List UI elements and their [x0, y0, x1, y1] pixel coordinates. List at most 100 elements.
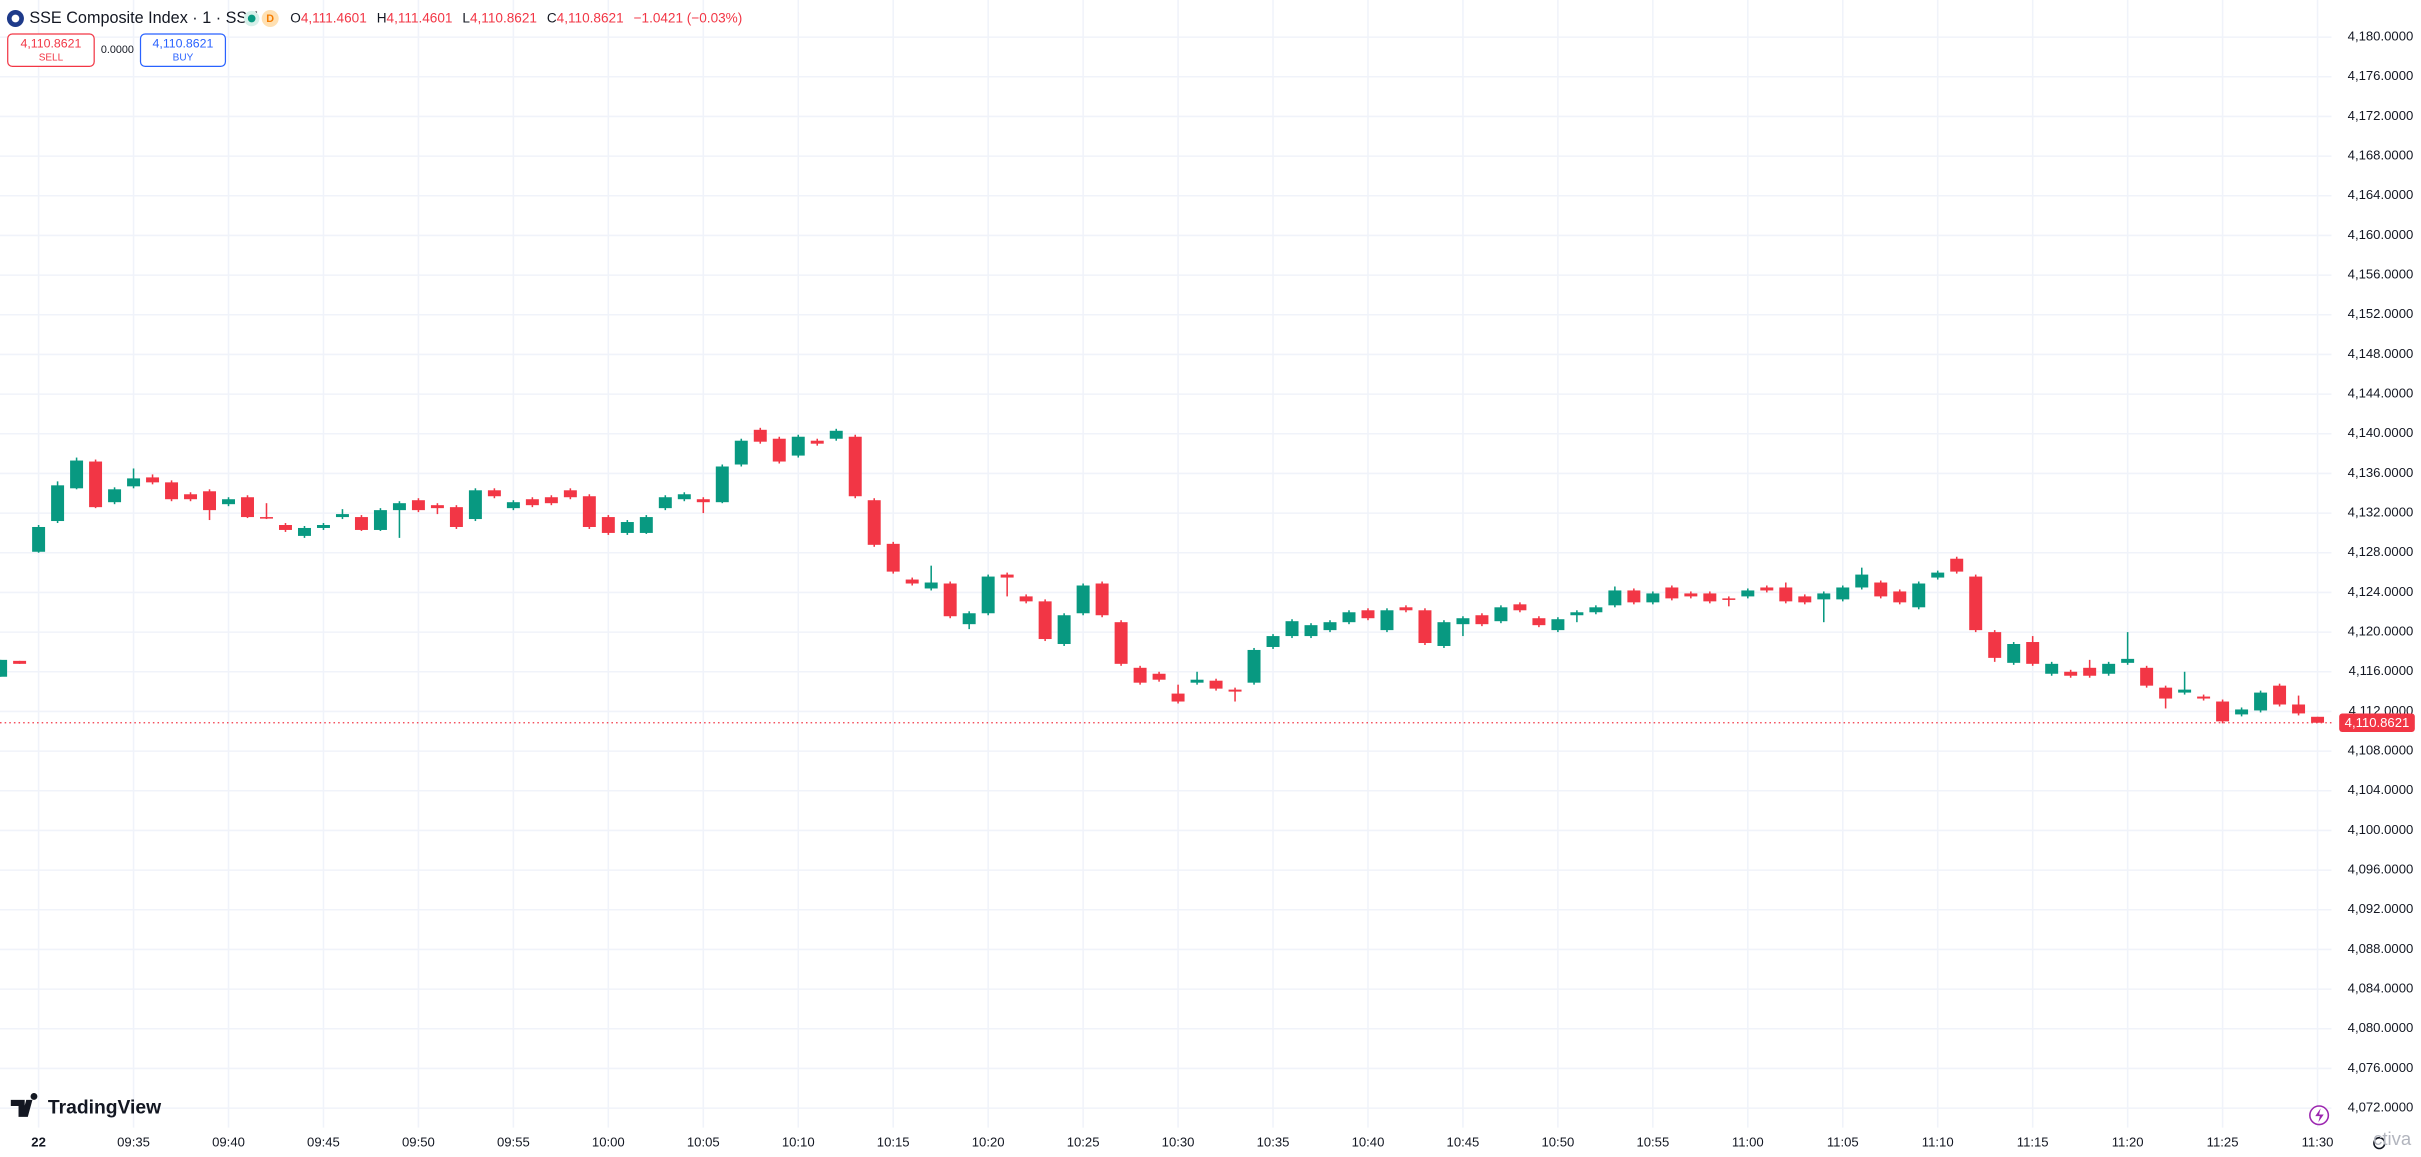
candle-body [1646, 593, 1660, 603]
candle-body [677, 494, 691, 500]
candle-body [373, 510, 387, 530]
ohlc-value: 4,111.4601 [301, 10, 367, 25]
candle-body [1114, 622, 1128, 664]
x-tick-label: 10:15 [877, 1135, 910, 1150]
delay-badge-label: D [266, 13, 274, 25]
candle-body [715, 466, 729, 503]
ohlc-key: L [462, 10, 470, 25]
candle-body [525, 499, 539, 506]
candle-body [924, 582, 938, 589]
candle-body [316, 525, 330, 528]
candle-body [848, 436, 862, 497]
y-tick-label: 4,140.0000 [2348, 425, 2414, 440]
candle-body [1133, 667, 1147, 683]
sell-price: 4,110.8621 [21, 36, 82, 50]
candle-body [791, 436, 805, 456]
y-tick-label: 4,124.0000 [2348, 584, 2414, 599]
candle-body [2292, 704, 2306, 714]
y-tick-label: 4,100.0000 [2348, 822, 2414, 837]
x-tick-label: 10:05 [687, 1135, 720, 1150]
candle-body [734, 440, 748, 465]
y-tick-label: 4,160.0000 [2348, 227, 2414, 242]
delay-badge[interactable] [261, 10, 279, 28]
candle-body [13, 660, 27, 664]
candle-body [2026, 642, 2040, 664]
brand-logo[interactable] [10, 1093, 38, 1117]
candle-body [1931, 572, 1945, 578]
x-tick-label: 11:10 [1922, 1135, 1954, 1150]
x-tick-label: 10:30 [1162, 1135, 1195, 1150]
axes: 4,072.0000 4,076.0000 4,080.0000 4,084.0000… [31, 29, 2415, 1150]
candle-body [1228, 689, 1242, 692]
x-tick-label: 11:25 [2207, 1135, 2239, 1150]
candle-body [1874, 582, 1888, 597]
x-tick-label: 11:05 [1827, 1135, 1859, 1150]
candle-body [1494, 607, 1508, 622]
candle-body [1665, 587, 1679, 599]
y-tick-label: 4,088.0000 [2348, 941, 2414, 956]
candle-body [203, 491, 217, 511]
candle-body [354, 517, 368, 530]
y-tick-label: 4,172.0000 [2348, 108, 2414, 123]
candle-body [279, 525, 292, 530]
settings-button[interactable] [2373, 1136, 2386, 1150]
candle-body [1418, 610, 1432, 644]
candle-body [2140, 667, 2154, 686]
candle-body [1627, 590, 1641, 603]
ohlc-value: 4,111.4601 [387, 10, 453, 25]
candle-body [2121, 658, 2135, 663]
candle-body [1912, 583, 1926, 608]
sell-button[interactable] [7, 33, 95, 68]
x-tick-label: 10:45 [1447, 1135, 1480, 1150]
candle-body [127, 478, 141, 487]
candle-body [1703, 593, 1717, 602]
y-tick-label: 4,072.0000 [2348, 1100, 2414, 1115]
candle-body [2045, 663, 2059, 674]
ohlc-key: H [377, 10, 387, 25]
candle-body [1152, 673, 1166, 680]
grid [0, 0, 2332, 1128]
candle-body [1608, 590, 1622, 606]
candle-body [1380, 610, 1394, 631]
x-tick-label: 22 [31, 1135, 46, 1150]
candle-body [1760, 587, 1774, 591]
candle-body [165, 482, 179, 500]
y-tick-label: 4,144.0000 [2348, 386, 2414, 401]
candle-body [1266, 636, 1280, 647]
ohlc-key: C [547, 10, 557, 25]
candle-body [753, 429, 767, 442]
candle-body [943, 583, 957, 617]
candle-body [1589, 607, 1603, 613]
candle-body [639, 517, 653, 533]
candle-body [1798, 596, 1812, 603]
candle-body [1399, 607, 1413, 611]
brand-name[interactable]: TradingView [48, 1097, 162, 1118]
candle-body [1019, 596, 1033, 602]
candle-body [146, 477, 160, 483]
market-status-dot[interactable] [247, 14, 256, 23]
candle-body [2311, 716, 2325, 723]
candle-body [696, 499, 710, 503]
x-tick-label: 10:00 [592, 1135, 625, 1150]
candle-body [1475, 615, 1489, 625]
y-tick-label: 4,128.0000 [2348, 544, 2414, 559]
buy-button[interactable] [139, 33, 227, 68]
y-tick-label: 4,156.0000 [2348, 267, 2414, 282]
candle-body [392, 503, 406, 511]
candle-body [2102, 663, 2116, 674]
x-tick-label: 11:30 [2302, 1135, 2334, 1150]
candle-body [1684, 593, 1698, 597]
candle-body [2083, 667, 2097, 676]
candle-body [1817, 593, 1831, 600]
ohlc-readout: O4,111.4601 H4,111.4601 L4,110.8621 C4,1… [290, 10, 742, 25]
symbol-title[interactable]: SSE Composite Index · 1 · SSE [29, 9, 258, 27]
candle-body [1456, 618, 1470, 625]
x-tick-label: 09:55 [497, 1135, 530, 1150]
spread: 0.0000 [101, 44, 134, 56]
ohlc-value: 4,110.8621 [470, 10, 537, 25]
y-tick-label: 4,120.0000 [2348, 624, 2414, 639]
candle-body [867, 500, 881, 545]
candle-body [1095, 583, 1109, 616]
